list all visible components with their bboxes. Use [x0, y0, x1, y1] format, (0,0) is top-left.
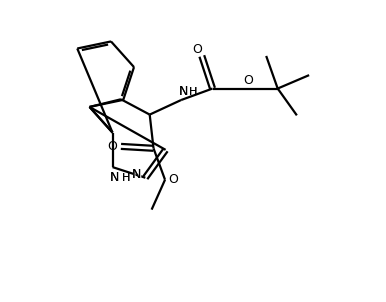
- Text: N: N: [110, 171, 119, 184]
- Text: H: H: [189, 87, 198, 97]
- Text: H: H: [189, 87, 198, 97]
- Text: N: N: [132, 168, 142, 181]
- Text: N: N: [132, 168, 142, 181]
- Text: N: N: [178, 85, 188, 98]
- Text: N: N: [110, 171, 119, 184]
- Text: N: N: [109, 171, 120, 184]
- Text: H: H: [122, 173, 130, 183]
- Text: N: N: [132, 168, 142, 181]
- Text: H: H: [122, 173, 130, 183]
- Text: O: O: [192, 43, 202, 56]
- Text: O: O: [108, 140, 117, 153]
- Text: O: O: [243, 74, 253, 87]
- Text: O: O: [169, 173, 178, 186]
- Text: N: N: [178, 85, 188, 98]
- Text: N: N: [178, 85, 188, 98]
